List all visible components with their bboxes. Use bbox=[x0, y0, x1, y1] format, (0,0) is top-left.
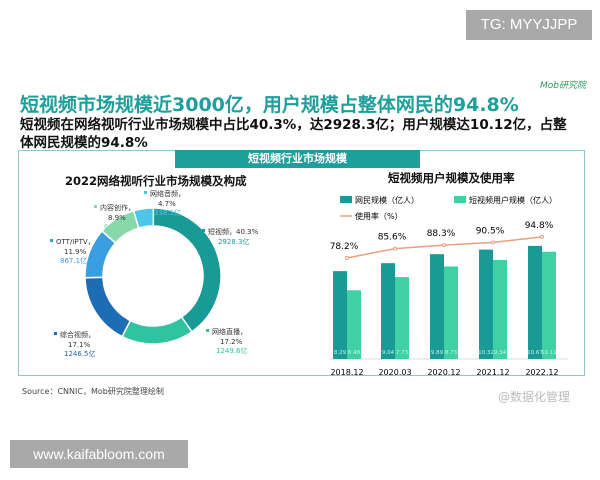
slice-label: 网络音频， bbox=[150, 189, 185, 198]
page-subtitle: 短视频在网络视听行业市场规模中占比40.3%，达2928.3亿；用户规模达10.… bbox=[20, 117, 567, 151]
line-label: 94.8% bbox=[525, 221, 554, 231]
line-point bbox=[393, 246, 397, 251]
bar-value: 8.73 bbox=[445, 350, 458, 356]
donut-slice bbox=[132, 207, 155, 230]
slice-value: 648.4亿 bbox=[104, 222, 131, 231]
weibo-watermark: @数据化管理 bbox=[498, 390, 571, 404]
slice-label: 内容创作， bbox=[100, 203, 135, 212]
legend-swatch bbox=[206, 329, 209, 332]
bar bbox=[479, 249, 493, 359]
bar bbox=[444, 266, 458, 359]
bar-value: 10.67 bbox=[527, 350, 543, 356]
bar bbox=[347, 290, 361, 359]
legend-swatch bbox=[144, 191, 147, 194]
bar bbox=[333, 271, 347, 359]
line-label: 88.3% bbox=[427, 229, 456, 239]
page-title: 短视频市场规模近3000亿，用户规模占整体网民的94.8% bbox=[20, 94, 519, 116]
line-point bbox=[442, 243, 446, 248]
slice-percent: 17.1% bbox=[68, 341, 91, 349]
slice-value: 867.1亿 bbox=[60, 256, 87, 265]
bar bbox=[528, 245, 542, 359]
donut-title: 2022网络视听行业市场规模及构成 bbox=[65, 174, 247, 188]
bar-value: 9.34 bbox=[494, 350, 507, 356]
bar bbox=[542, 251, 556, 359]
legend-swatch bbox=[94, 205, 97, 208]
line-point bbox=[345, 256, 349, 260]
slice-value: 1249.6亿 bbox=[216, 346, 248, 355]
usage-line bbox=[346, 236, 543, 259]
slice-label: 网络直播， bbox=[212, 327, 247, 336]
donut-slice bbox=[84, 276, 132, 338]
bar-title: 短视频用户规模及使用率 bbox=[388, 171, 515, 185]
legend-label: 短视频用户规模（亿人） bbox=[469, 195, 557, 205]
mob-logo: Mob研究院 bbox=[540, 81, 586, 91]
bar bbox=[493, 259, 507, 359]
slice-percent: 8.9% bbox=[108, 214, 126, 222]
watermark-badge-top: TG: MYYJJPP bbox=[466, 10, 592, 40]
x-tick-label: 2022.12 bbox=[525, 368, 558, 377]
slice-percent: 17.2% bbox=[220, 338, 243, 346]
legend-label: 网民规模（亿人） bbox=[355, 195, 419, 205]
donut-slice bbox=[152, 207, 222, 333]
bar bbox=[395, 277, 409, 359]
bar-value: 8.29 bbox=[334, 350, 347, 356]
line-label: 90.5% bbox=[476, 226, 505, 236]
donut-slice bbox=[121, 315, 193, 345]
x-tick-label: 2020.12 bbox=[427, 368, 460, 377]
slice-value: 2928.3亿 bbox=[218, 237, 250, 246]
slice-percent: 4.7% bbox=[158, 200, 176, 208]
x-tick-label: 2018.12 bbox=[330, 368, 363, 377]
bar-value: 9.04 bbox=[382, 350, 395, 356]
x-tick-label: 2021.12 bbox=[476, 368, 509, 377]
line-point bbox=[540, 234, 544, 239]
line-point bbox=[491, 240, 495, 245]
legend-swatch bbox=[54, 332, 57, 335]
legend-swatch bbox=[202, 229, 205, 232]
slice-value: 338.5亿 bbox=[154, 208, 181, 217]
panel-header: 短视频行业市场规模 bbox=[175, 150, 420, 168]
bar-value: 10.32 bbox=[478, 350, 494, 356]
source-note: Source：CNNIC，Mob研究院整理绘制 bbox=[22, 387, 164, 396]
slice-label: OTT/IPTV， bbox=[56, 238, 95, 246]
bar bbox=[430, 254, 444, 359]
slice-label: 短视频，40.3% bbox=[208, 227, 259, 236]
x-tick-label: 2020.03 bbox=[378, 368, 411, 377]
legend-swatch bbox=[340, 196, 352, 203]
legend-swatch bbox=[454, 196, 466, 203]
slice-label: 综合视频， bbox=[60, 330, 95, 339]
legend-swatch bbox=[50, 239, 53, 242]
bar-value: 9.89 bbox=[431, 350, 444, 356]
line-label: 78.2% bbox=[330, 242, 359, 252]
bar bbox=[381, 263, 395, 359]
bar-value: 6.48 bbox=[348, 350, 361, 356]
slice-percent: 11.9% bbox=[64, 248, 87, 256]
bar-value: 10.12 bbox=[541, 350, 557, 356]
watermark-badge-bottom: www.kaifabloom.com bbox=[10, 440, 188, 468]
legend-label: 使用率（%） bbox=[355, 211, 403, 221]
slice-value: 1246.5亿 bbox=[64, 349, 96, 358]
bar-value: 7.73 bbox=[396, 350, 409, 356]
line-label: 85.6% bbox=[378, 233, 407, 243]
